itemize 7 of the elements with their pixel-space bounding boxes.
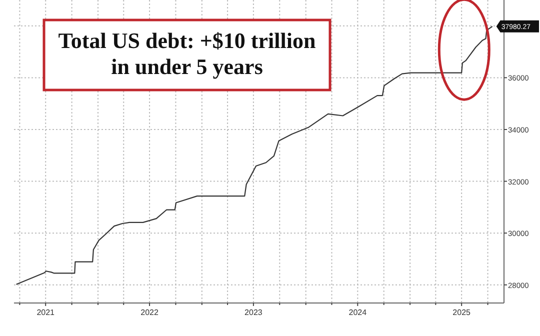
text: Total US debt: +$10 trillion in under 5 years <box>58 28 316 79</box>
x-tick-label: 2025 <box>452 308 472 317</box>
x-tick-label: 2022 <box>140 308 159 317</box>
x-tick-label: 2023 <box>244 308 263 317</box>
line-series <box>16 26 493 285</box>
x-tick-label: 2024 <box>348 308 368 317</box>
x-tick-label: 2021 <box>36 308 56 317</box>
